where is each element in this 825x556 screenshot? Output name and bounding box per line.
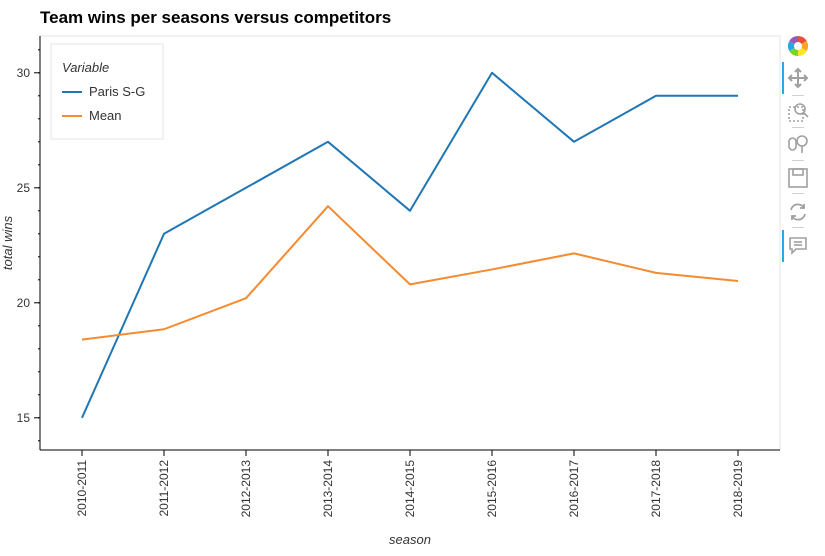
data-point bbox=[160, 230, 168, 238]
legend-entry: Paris S-G bbox=[89, 84, 145, 99]
x-tick-label: 2011-2012 bbox=[157, 460, 171, 517]
data-point bbox=[570, 138, 578, 146]
toolbar-divider bbox=[792, 160, 804, 161]
y-tick-label: 20 bbox=[17, 296, 31, 310]
data-point bbox=[324, 138, 332, 146]
line-chart[interactable]: 15 20 25 30 2010-2011 2011-2012 2012-2013 2013-… bbox=[0, 0, 782, 556]
y-tick-label: 30 bbox=[17, 66, 31, 80]
x-tick-label: 2012-2013 bbox=[239, 460, 253, 518]
data-point bbox=[734, 92, 742, 100]
pan-icon[interactable] bbox=[786, 66, 810, 90]
data-point bbox=[242, 184, 250, 192]
box-zoom-icon[interactable] bbox=[786, 100, 810, 124]
series-mean bbox=[78, 202, 742, 344]
data-point bbox=[160, 325, 168, 333]
toolbar-divider bbox=[792, 95, 804, 96]
data-point bbox=[488, 265, 496, 273]
data-point bbox=[488, 69, 496, 77]
chart-title: Team wins per seasons versus competitors bbox=[40, 8, 392, 27]
toolbar-divider bbox=[792, 227, 804, 228]
legend-entry: Mean bbox=[89, 108, 122, 123]
hover-icon[interactable] bbox=[786, 234, 810, 258]
bokeh-logo-icon[interactable] bbox=[786, 34, 810, 58]
y-axis-label: total wins bbox=[0, 215, 15, 270]
save-icon[interactable] bbox=[786, 166, 810, 190]
series-line bbox=[81, 71, 738, 419]
reset-icon[interactable] bbox=[786, 200, 810, 224]
x-tick-label: 2015-2016 bbox=[485, 460, 499, 518]
x-axis-label: season bbox=[389, 532, 431, 547]
data-point bbox=[406, 280, 414, 288]
x-tick-label: 2017-2018 bbox=[649, 460, 663, 518]
wheel-zoom-icon[interactable] bbox=[786, 132, 810, 156]
series-paris-sg bbox=[78, 69, 742, 422]
data-point bbox=[324, 202, 332, 210]
data-point bbox=[734, 277, 742, 285]
x-tick-label: 2010-2011 bbox=[75, 460, 89, 517]
series-line bbox=[81, 205, 739, 341]
legend: Variable Paris S-G Mean bbox=[50, 43, 164, 140]
data-point bbox=[242, 294, 250, 302]
pan-active-indicator bbox=[782, 62, 784, 94]
legend-title: Variable bbox=[62, 60, 109, 75]
data-point bbox=[406, 207, 414, 215]
x-tick-label: 2014-2015 bbox=[403, 460, 417, 518]
data-point bbox=[652, 269, 660, 277]
data-point bbox=[570, 249, 578, 257]
hover-active-indicator bbox=[782, 230, 784, 262]
y-tick-label: 15 bbox=[17, 411, 31, 425]
data-point bbox=[78, 336, 86, 344]
x-tick-label: 2018-2019 bbox=[731, 460, 745, 518]
data-point bbox=[652, 92, 660, 100]
data-point bbox=[78, 414, 86, 422]
x-tick-label: 2016-2017 bbox=[567, 460, 581, 518]
toolbar-divider bbox=[792, 193, 804, 194]
x-tick-label: 2013-2014 bbox=[321, 460, 335, 518]
y-tick-label: 25 bbox=[17, 181, 31, 195]
toolbar-divider bbox=[792, 127, 804, 128]
